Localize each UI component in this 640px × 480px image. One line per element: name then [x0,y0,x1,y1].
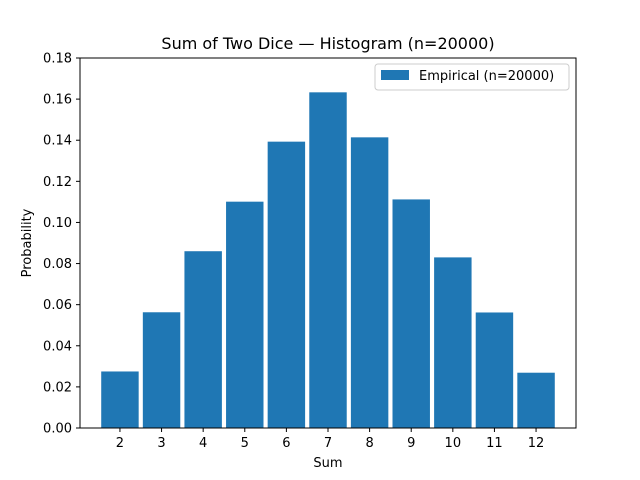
y-tick-label: 0.18 [43,52,72,67]
x-axis: 2 3 4 5 6 7 8 9 10 11 12 [116,428,545,451]
bar-sum-10 [434,257,472,428]
y-tick-label: 0.04 [43,339,72,354]
x-tick-label: 2 [116,436,124,451]
chart-title: Sum of Two Dice — Histogram (n=20000) [161,34,494,53]
bar-sum-6 [267,141,306,428]
x-tick-label: 5 [241,436,249,451]
y-tick-label: 0.16 [43,93,72,108]
y-axis-label: Probability [20,208,35,277]
bar-sum-9 [392,199,430,428]
bar-sum-8 [350,137,389,428]
x-tick-label: 7 [324,436,332,451]
y-axis: 0.00 0.02 0.04 0.06 0.08 0.10 0.12 0.14 0.16 0.18 [43,52,80,437]
x-tick-label: 8 [365,436,373,451]
legend-swatch [381,70,409,80]
x-tick-label: 6 [282,436,290,451]
bar-sum-7 [309,92,347,428]
bar-sum-4 [184,251,222,428]
x-tick-label: 3 [157,436,165,451]
x-tick-label: 9 [407,436,415,451]
legend-label: Empirical (n=20000) [419,69,554,84]
legend: Empirical (n=20000) [374,63,570,91]
y-tick-label: 0.08 [43,257,72,272]
y-tick-label: 0.00 [43,422,72,437]
bars-layer [101,92,555,428]
bar-sum-5 [226,201,264,428]
x-axis-label: Sum [313,456,342,471]
bar-sum-12 [517,372,555,428]
x-tick-label: 10 [445,436,462,451]
legend-box [374,63,570,91]
x-tick-label: 4 [199,436,207,451]
x-tick-label: 12 [528,436,545,451]
bar-sum-11 [475,312,514,428]
bar-sum-2 [101,371,139,428]
x-tick-label: 11 [486,436,503,451]
y-tick-label: 0.14 [43,134,72,149]
y-tick-label: 0.10 [43,216,72,231]
plot-frame [79,57,577,429]
y-tick-label: 0.12 [43,175,72,190]
y-tick-label: 0.02 [43,380,72,395]
bar-sum-3 [142,312,181,428]
y-tick-label: 0.06 [43,298,72,313]
